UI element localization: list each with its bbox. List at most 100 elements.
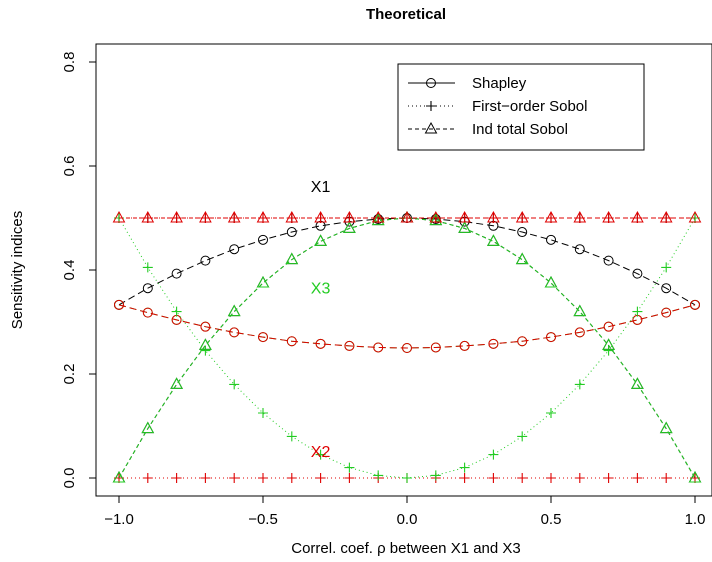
series-x2-first-order-sobol-lower-point [546,473,556,483]
series-x2-shapley [114,299,700,353]
series-x1-shapley-point [142,283,153,294]
series-x1-shapley-point [546,234,556,245]
y-tick-label: 0.2 [61,364,78,385]
series-x2-shapley-point [517,336,528,347]
series-x3-first-order-sobol-point [286,431,297,442]
series-x1-ind-total-sobol-point [544,275,558,288]
y-tick-label: 0.0 [61,468,78,489]
series-x3-first-order-sobol [114,213,700,483]
series-x2-ind-total-sobol-point [371,210,385,223]
series-x2-shapley-point [632,314,643,325]
series-x3-ind-total-sobol-point [343,221,356,233]
series-x3-ind-total-sobol-point [631,377,644,389]
series-x1-shapley-point [632,268,643,279]
legend-marker-point [426,78,436,88]
legend: Shapley First−order Sobol Ind total Sobol [397,63,645,151]
x-tick-label: −0.5 [248,511,278,528]
series-x3-first-order-sobol-point [632,306,643,317]
series-x2-ind-total-sobol [112,210,702,223]
series-x3-first-order-sobol-point [200,345,211,356]
series-x3-first-order-sobol-point [373,470,384,481]
series-x2-ind-total-sobol-point [170,210,183,223]
series-x2-shapley-point [690,299,700,310]
x-tick-label: −1.0 [104,511,134,528]
series-x2-first-order-sobol-lower-point [603,473,614,483]
annotation-x2: X2 [311,444,331,461]
series-x3-ind-total-sobol-point [141,421,155,434]
series-x2-ind-total-sobol-point [487,210,500,223]
series-x2-first-order-sobol-lower-point [344,473,355,483]
series-x3-first-order-sobol-point [315,449,326,460]
series-x2-shapley-point [200,321,211,332]
y-tick-label: 0.4 [61,260,78,281]
series-x2-shapley-point [430,342,441,353]
series-x3-ind-total-sobol-point [314,234,327,246]
legend-label: First−order Sobol [472,98,587,115]
series-x1-ind-total-sobol-point [227,304,241,317]
series-x1-shapley-point [286,227,297,238]
series-x2-shapley-point [315,338,326,349]
series-x2-ind-total-sobol-point [343,210,356,223]
series-x2-shapley-point [258,332,268,343]
series-x3-first-order-sobol-point [661,262,672,273]
series-x2-first-order-sobol-lower-point [574,473,585,483]
series-x2-shapley-point [402,343,412,353]
series-x3-ind-total-sobol-point [544,275,558,288]
series-x3-first-order-sobol-point [430,470,441,481]
series-x2-shapley-point [229,327,240,338]
series-x2-shapley-point [661,307,672,318]
series-x1-shapley-point [517,227,528,238]
series-x3-ind-total-sobol-point [688,470,702,483]
series-x2-ind-total-sobol-point [429,210,443,223]
legend-marker-point [426,101,436,111]
x-tick-label: 1.0 [685,511,706,528]
series-x2-shapley-point [286,336,297,347]
series-x2-ind-total-sobol-point [631,210,644,223]
series-x1-shapley-point [200,255,211,266]
series-x2-first-order-sobol-lower-point [286,473,297,483]
legend-label: Ind total Sobol [472,121,568,138]
annotation-layer: X1 X3 X2 [311,179,331,461]
legend-box [397,63,645,151]
series-x3-first-order-sobol-point [258,408,268,418]
series-x1-shapley-line [118,217,696,306]
series-x3-ind-total-sobol-point [659,421,673,434]
series-x1-shapley-point [171,268,182,279]
series-x1-ind-total-sobol-point [141,421,155,434]
series-x2-shapley-point [546,332,556,343]
series-x1-ind-total-sobol-point [573,304,587,317]
series-x3-first-order-sobol-point [402,473,412,483]
series-x3-ind-total-sobol-point [515,252,529,265]
annotation-x3: X3 [311,280,331,297]
x-tick-label: 0.0 [397,511,418,528]
series-x2-shapley-point [373,342,384,353]
series-x2-first-order-sobol-lower-point [632,473,643,483]
series-x3-ind-total-sobol-point [429,213,443,226]
series-x2-shapley-point [459,340,470,351]
legend-label: Shapley [472,75,527,92]
series-x1-shapley-point [574,244,585,255]
y-tick-label: 0.8 [61,52,78,73]
series-x3-first-order-sobol-point [171,306,182,317]
series-x1-shapley-point [661,283,672,294]
series-x2-first-order-sobol-lower-point [488,473,499,483]
series-layer [112,210,702,483]
y-axis-label: Sensitivity indices [9,211,26,329]
series-x3-first-order-sobol-point [546,408,556,418]
series-x2-ind-total-sobol-point [400,210,414,223]
series-x2-shapley-line [118,304,696,349]
series-x2-ind-total-sobol-point [458,210,471,223]
series-x2-ind-total-sobol-point [602,210,615,223]
series-x2-ind-total-sobol-point [141,210,155,223]
y-tick-label: 0.6 [61,156,78,177]
series-x3-first-order-sobol-point [459,462,470,473]
series-x3-first-order-sobol-point [344,462,355,473]
series-x2-ind-total-sobol-point [227,210,241,223]
series-x3-ind-total-sobol-point [256,275,270,288]
series-x3-first-order-sobol-point [229,379,240,390]
series-x2-ind-total-sobol-point [285,210,299,223]
series-x2-first-order-sobol-lower-point [661,473,672,483]
series-x3-ind-total-sobol-point [227,304,241,317]
series-x2-ind-total-sobol-point [515,210,529,223]
